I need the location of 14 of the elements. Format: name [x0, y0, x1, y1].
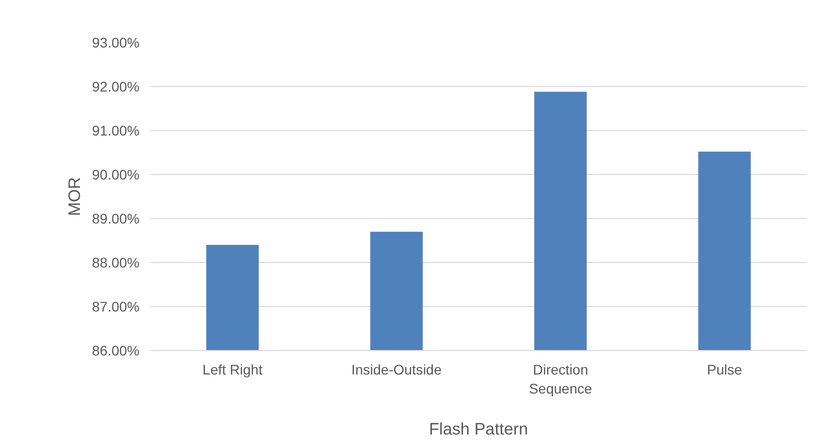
y-tick-label: 93.00% — [92, 34, 140, 50]
y-axis-title: MOR — [65, 177, 84, 216]
y-tick-label: 88.00% — [92, 254, 140, 270]
x-tick-label: Left Right — [202, 362, 263, 378]
y-tick-label: 91.00% — [92, 122, 140, 138]
y-tick-label: 92.00% — [92, 78, 140, 94]
y-tick-label: 87.00% — [92, 298, 140, 314]
x-axis-title: Flash Pattern — [428, 420, 528, 439]
y-tick-label: 89.00% — [92, 210, 140, 226]
x-tick-label: Inside-Outside — [351, 362, 442, 378]
x-tick-label: Direction Sequence — [528, 362, 592, 397]
x-tick-label: Pulse — [706, 362, 742, 378]
y-tick-label: 86.00% — [92, 342, 140, 358]
y-tick-label: 90.00% — [92, 166, 140, 182]
